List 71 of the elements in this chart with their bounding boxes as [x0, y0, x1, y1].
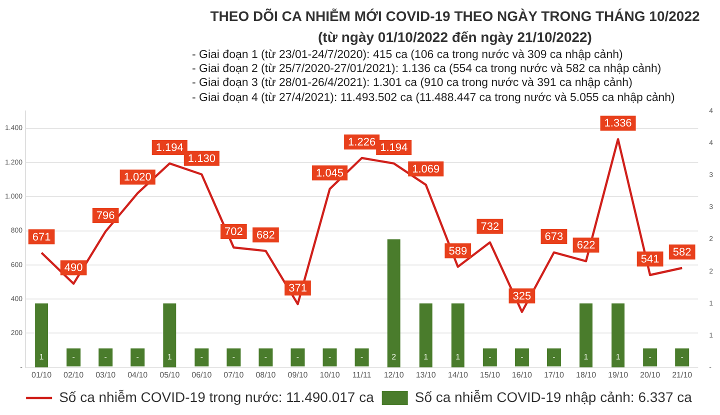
data-label: 1.226: [348, 136, 376, 149]
data-label: -: [552, 352, 556, 362]
x-tick-label: 17/10: [544, 370, 565, 380]
chart-title: THEO DÕI CA NHIỄM MỚI COVID-19 THEO NGÀY TRONG THÁNG 10/2022: [209, 8, 701, 24]
data-label: 1.045: [316, 167, 344, 180]
data-label: 622: [576, 240, 596, 252]
data-label: 796: [96, 210, 115, 222]
x-tick-label: 21/10: [672, 370, 693, 380]
x-tick-label: 04/10: [128, 370, 148, 380]
text: - Giai đoạn 2 (từ 25/7/2020-27/01/2021): 1.136 ca (554 ca trong nước và 582 ca nhập cảnh): [192, 62, 662, 76]
x-tick-label: 18/10: [576, 370, 597, 380]
x-tick-label: 19/10: [608, 370, 629, 380]
data-label: 589: [448, 245, 468, 258]
data-label: -: [104, 352, 108, 362]
x-tick-label: 13/10: [416, 370, 436, 380]
data-label: 1: [616, 352, 621, 362]
data-label: -: [296, 352, 300, 362]
data-label: -: [136, 352, 140, 362]
x-tick-label: 02/10: [64, 370, 84, 380]
x-tick-label: 01/10: [32, 370, 52, 380]
data-label: 682: [256, 229, 275, 242]
data-label: -: [328, 352, 332, 362]
data-label: -: [680, 352, 684, 362]
data-label: 325: [512, 290, 532, 302]
data-label: 732: [480, 220, 500, 233]
data-label: 1.020: [124, 172, 152, 184]
data-label: -: [488, 352, 492, 362]
x-tick-label: 08/10: [256, 370, 276, 380]
data-label: 371: [288, 282, 307, 295]
legend-label: Số ca nhiễm COVID-19 trong nước: 11.490.017 ca: [59, 388, 374, 405]
x-tick-label: 06/10: [192, 370, 212, 380]
data-label: 490: [64, 262, 83, 274]
data-label: 2: [392, 352, 397, 362]
x-tick-label: 14/10: [448, 370, 468, 380]
x-tick-label: 11/11: [352, 370, 372, 380]
data-label: 1.336: [604, 118, 632, 130]
data-label: -: [648, 352, 652, 362]
data-label: 1: [584, 352, 589, 362]
data-label: -: [232, 352, 236, 362]
data-label: -: [72, 352, 76, 362]
data-label: 1.130: [188, 152, 216, 165]
x-tick-label: 09/10: [288, 370, 308, 380]
x-tick-label: 03/10: [96, 370, 116, 380]
data-label: 582: [672, 246, 692, 259]
data-label: 1.194: [156, 142, 184, 154]
data-label: -: [264, 352, 268, 362]
data-label: -: [520, 352, 524, 362]
text: - Giai đoạn 4 (từ 27/4/2021): 11.493.502 ca (11.488.447 ca trong nước và 5.055 ca nhập cảnh): [192, 90, 675, 105]
data-label: 702: [224, 226, 243, 238]
chart-subtitle: (từ ngày 01/10/2022 đến ngày 21/10/2022): [317, 29, 593, 45]
legend-label: Số ca nhiễm COVID-19 nhập cảnh: 6.337 ca: [414, 388, 692, 405]
x-tick-label: 12/10: [384, 370, 404, 380]
x-tick-label: 16/10: [512, 370, 533, 380]
data-label: -: [360, 352, 364, 362]
data-label: 1: [39, 352, 44, 362]
x-tick-label: 05/10: [160, 370, 180, 380]
data-label: 671: [32, 231, 51, 244]
text: - Giai đoạn 1 (từ 23/01-24/7/2020): 415 ca (106 ca trong nước và 309 ca nhập cảnh): [192, 48, 624, 62]
data-label: -: [200, 352, 204, 362]
x-tick-label: 15/10: [480, 370, 500, 380]
data-label: 1: [167, 352, 172, 362]
data-label: 673: [544, 230, 564, 243]
data-label: 1: [456, 352, 461, 362]
data-label: 541: [640, 254, 660, 266]
x-tick-label: 10/10: [320, 370, 340, 380]
text: - Giai đoạn 3 (từ 28/01-26/4/2021): 1.301 ca (910 ca trong nước và 391 ca nhập cảnh): [192, 76, 634, 91]
data-label: 1: [424, 352, 429, 362]
data-label: 1.194: [380, 142, 408, 154]
x-tick-label: 20/10: [640, 370, 661, 380]
x-tick-label: 07/10: [224, 370, 244, 380]
data-label: 1.069: [412, 163, 440, 176]
